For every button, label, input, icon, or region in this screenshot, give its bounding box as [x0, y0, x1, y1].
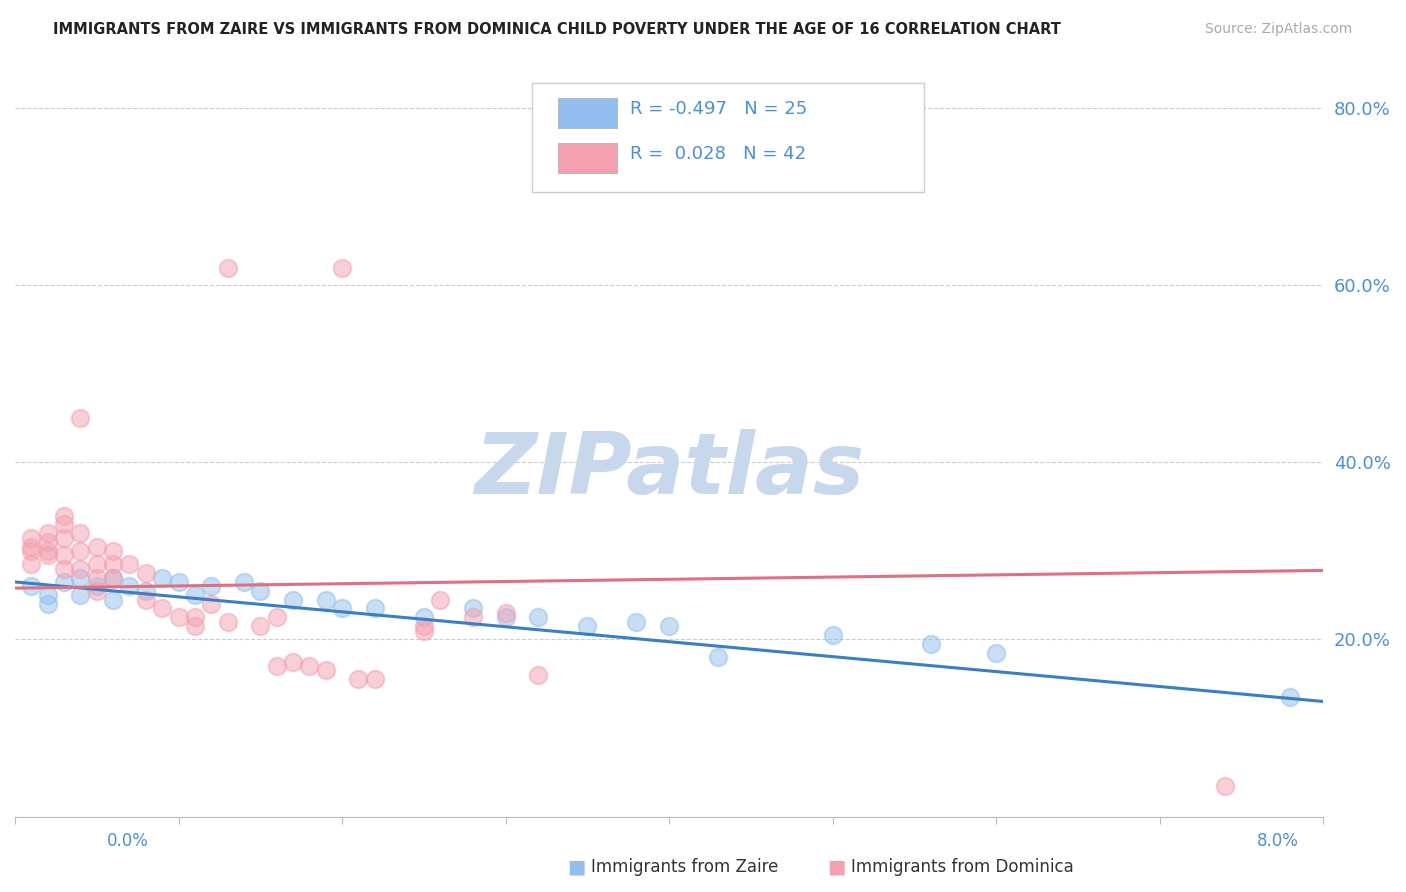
FancyBboxPatch shape [558, 98, 617, 128]
Point [495, 606, 517, 620]
Point [707, 650, 730, 665]
Point [53, 549, 76, 563]
Text: ■: ■ [827, 857, 846, 876]
Point [135, 566, 157, 580]
Point [281, 592, 304, 607]
Point [118, 579, 141, 593]
Text: 8.0%: 8.0% [1257, 831, 1299, 849]
Point [20, 579, 42, 593]
Point [20, 540, 42, 554]
Point [249, 583, 271, 598]
Point [281, 655, 304, 669]
Point [150, 570, 173, 584]
Point [37, 526, 59, 541]
Point [167, 610, 190, 624]
Point [86, 540, 108, 554]
Text: IMMIGRANTS FROM ZAIRE VS IMMIGRANTS FROM DOMINICA CHILD POVERTY UNDER THE AGE OF: IMMIGRANTS FROM ZAIRE VS IMMIGRANTS FROM… [53, 22, 1062, 37]
Point [461, 610, 484, 624]
Point [217, 615, 239, 629]
Point [200, 597, 222, 611]
Point [412, 619, 434, 633]
Point [135, 592, 157, 607]
Text: Immigrants from Zaire: Immigrants from Zaire [591, 858, 778, 876]
Point [20, 544, 42, 558]
Text: 0.0%: 0.0% [107, 831, 149, 849]
Point [527, 610, 550, 624]
Point [984, 646, 1007, 660]
Point [53, 574, 76, 589]
Point [20, 531, 42, 545]
Point [330, 601, 353, 615]
Point [298, 659, 321, 673]
Text: ■: ■ [567, 857, 586, 876]
Point [315, 592, 337, 607]
Point [37, 549, 59, 563]
Point [69, 588, 91, 602]
Text: Immigrants from Dominica: Immigrants from Dominica [851, 858, 1073, 876]
Point [658, 619, 681, 633]
Point [1213, 779, 1236, 793]
Point [69, 526, 91, 541]
Point [495, 610, 517, 624]
Point [101, 570, 124, 584]
Point [86, 583, 108, 598]
Point [364, 673, 387, 687]
Text: R = -0.497   N = 25: R = -0.497 N = 25 [630, 100, 807, 119]
Point [1279, 690, 1302, 704]
Point [184, 610, 207, 624]
Point [69, 570, 91, 584]
Point [347, 673, 370, 687]
Point [37, 588, 59, 602]
Point [184, 588, 207, 602]
Point [53, 508, 76, 523]
FancyBboxPatch shape [558, 143, 617, 173]
Point [167, 574, 190, 589]
Point [461, 601, 484, 615]
Point [101, 558, 124, 572]
Point [69, 411, 91, 425]
Point [53, 517, 76, 532]
Point [37, 597, 59, 611]
Point [20, 558, 42, 572]
Point [412, 624, 434, 638]
Text: R =  0.028   N = 42: R = 0.028 N = 42 [630, 145, 806, 163]
Point [184, 619, 207, 633]
Point [53, 531, 76, 545]
Point [249, 619, 271, 633]
Point [53, 562, 76, 576]
Point [69, 544, 91, 558]
Point [86, 558, 108, 572]
Point [266, 610, 288, 624]
Point [86, 570, 108, 584]
Point [86, 579, 108, 593]
Point [101, 592, 124, 607]
Point [37, 535, 59, 549]
Point [217, 260, 239, 275]
FancyBboxPatch shape [531, 83, 924, 192]
Point [626, 615, 648, 629]
Point [118, 558, 141, 572]
Point [920, 637, 942, 651]
Point [429, 592, 451, 607]
Point [576, 619, 599, 633]
Point [527, 668, 550, 682]
Point [101, 544, 124, 558]
Point [315, 664, 337, 678]
Point [150, 601, 173, 615]
Point [364, 601, 387, 615]
Text: ZIPatlas: ZIPatlas [474, 429, 865, 512]
Point [69, 562, 91, 576]
Point [101, 570, 124, 584]
Point [232, 574, 254, 589]
Point [135, 583, 157, 598]
Point [37, 544, 59, 558]
Point [821, 628, 844, 642]
Point [330, 260, 353, 275]
Point [200, 579, 222, 593]
Point [266, 659, 288, 673]
Point [412, 610, 434, 624]
Text: Source: ZipAtlas.com: Source: ZipAtlas.com [1205, 22, 1353, 37]
